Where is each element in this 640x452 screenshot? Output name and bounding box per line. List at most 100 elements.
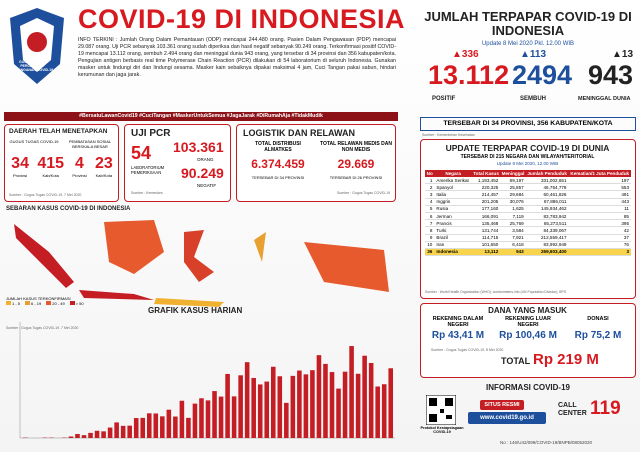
- table-cell: 331,002,651: [525, 177, 569, 185]
- table-cell: 84,339,067: [525, 226, 569, 235]
- subtitle: TERSEBAR DI 215 NEGARA DAN WILAYAH/TERIT…: [460, 154, 595, 160]
- label: MENINGGAL DUNIA: [578, 96, 631, 102]
- qr-code: [426, 395, 456, 425]
- table-cell: 67,886,011: [525, 198, 569, 206]
- legend-item: 6 - 19: [25, 301, 41, 306]
- legend-label: 1 - 5: [12, 301, 21, 306]
- footer: No : 146/U42/099/COVID-19/BNPB/08052020: [500, 440, 593, 445]
- funds-box: DANA YANG MASUK REKENING DALAM NEGERI Rp …: [420, 303, 636, 378]
- label: POSITIF: [432, 96, 456, 102]
- regions-values: 34 Provinsi 415 Kab/Kota 4 Provinsi 23 Kab/Kota: [7, 155, 117, 185]
- table-cell: 3: [568, 248, 631, 257]
- label: TERSEBAR DI 26 PROVINSI: [329, 175, 383, 180]
- legend-item: > 50: [69, 301, 84, 306]
- bar: [179, 400, 185, 438]
- fund-item: REKENING DALAM NEGERI Rp 43,41 M: [424, 316, 492, 341]
- update: Update 8 Mei 2020 Pkl. 12.00 WIB: [481, 41, 575, 47]
- source: Sumber : Gugus Tugas COVID-19: [337, 191, 391, 195]
- bar: [133, 418, 139, 438]
- bar: [160, 416, 165, 438]
- table-cell: Jerman: [434, 212, 472, 221]
- column-header: Kematian/1 Juta Penduduk: [568, 170, 631, 177]
- table-row: 10 Iran 101,650 6,418 83,992,949 76: [425, 241, 631, 249]
- table-cell: 37: [568, 234, 631, 242]
- label: SEMBUH: [520, 96, 547, 102]
- table-cell: 2: [425, 183, 435, 192]
- table-cell: 3,584: [500, 226, 526, 235]
- call-number: 119: [590, 398, 621, 419]
- table-row: 3 Italia 214,457 29,684 60,461,826 491: [425, 190, 631, 199]
- bar: [310, 370, 315, 438]
- bar: [342, 371, 348, 438]
- table-cell: Spanyol: [434, 183, 472, 192]
- source: Sumber : Gugus Tugas COVID-19, 8 Mei 202…: [431, 348, 504, 352]
- world-box: UPDATE TERPAPAR COVID-19 DI DUNIA TERSEB…: [420, 139, 636, 299]
- fund-label: DONASI: [587, 316, 609, 322]
- legend-item: 20 - 49: [46, 301, 65, 306]
- table-row: 36 Indonesia 13,112 943 269,603,400 3: [425, 248, 631, 257]
- column-header: Jumlah Penduduk: [525, 170, 569, 177]
- table-cell: 8: [425, 226, 435, 235]
- source: Sumber : Gugus Tugas COVID-19, 7 Mei 202…: [6, 326, 79, 330]
- hashtags: #BersatuLawanCovid19 #CuciTangan #Masker…: [4, 112, 398, 121]
- value: 6.374.459: [251, 157, 305, 171]
- bar: [114, 422, 119, 438]
- bar: [303, 374, 309, 438]
- table-cell: 943: [500, 248, 526, 257]
- label: ORANG: [197, 157, 214, 162]
- value: 90.249: [181, 165, 224, 181]
- table-cell: 131,744: [471, 226, 501, 235]
- bar: [264, 381, 270, 438]
- qr-label: Protokol Kesiapsiagaan COVID-19: [420, 426, 464, 434]
- table-cell: Prancis: [434, 219, 472, 228]
- table-cell: 491: [568, 190, 631, 199]
- table-row: 2 Spanyol 220,325 25,857 46,754,778 553: [425, 183, 631, 192]
- legend-swatch: [25, 301, 31, 305]
- bar: [107, 427, 113, 438]
- table-cell: 83,992,949: [525, 241, 569, 249]
- bar: [355, 373, 361, 438]
- column-header: Total Kasus: [471, 170, 501, 177]
- table-cell: 11: [568, 205, 631, 213]
- column-header: No: [425, 170, 435, 177]
- new-deaths: ▲13: [612, 49, 634, 60]
- table-cell: Brazil: [434, 234, 472, 242]
- table-cell: 443: [568, 198, 631, 206]
- table-cell: 101,650: [471, 241, 501, 249]
- label: TOTAL DISTRIBUSI ALMATKES: [255, 141, 301, 153]
- table-cell: 177,160: [471, 205, 501, 213]
- logistics-title: LOGISTIK DAN RELAWAN: [243, 128, 355, 138]
- table-cell: 214,457: [471, 190, 501, 199]
- label: NEGATIF: [197, 183, 217, 188]
- bar: [238, 375, 243, 438]
- fund-label: REKENING LUAR NEGERI: [505, 316, 551, 328]
- table-cell: 7,119: [500, 212, 526, 221]
- unit: Kab/Kota: [42, 173, 59, 178]
- table-cell: 1,193,452: [471, 177, 501, 185]
- table-cell: Amerika Serikat: [434, 177, 472, 185]
- bar: [297, 370, 302, 438]
- pcr-box: UJI PCR 54 LABORATORIUM PEMERIKSAAN 103.…: [124, 124, 231, 202]
- table-cell: 5: [425, 205, 435, 213]
- table-cell: 42: [568, 226, 631, 235]
- table-cell: 83,783,942: [525, 212, 569, 221]
- fund-label: REKENING DALAM NEGERI: [432, 316, 484, 328]
- table-cell: 3: [425, 190, 435, 199]
- unit: Provinsi: [12, 173, 28, 178]
- table-cell: 114,715: [471, 234, 501, 242]
- bar: [75, 434, 80, 438]
- table-cell: 85: [568, 212, 631, 221]
- table-cell: Inggris: [434, 198, 472, 206]
- source: Sumber : Kemenkes: [131, 191, 163, 195]
- bar: [388, 368, 394, 438]
- region-item: 415 Kab/Kota: [37, 155, 64, 185]
- table-row: 9 Brazil 114,715 7,921 212,559,417 37: [425, 234, 631, 242]
- bar: [88, 432, 93, 438]
- region-item: 34 Provinsi: [11, 155, 29, 185]
- info-title: INFORMASI COVID-19: [485, 383, 570, 392]
- table-header: No Negara Total Kasus Meninggal Jumlah Pendu…: [425, 170, 631, 177]
- label: LABORATORIUM PEMERIKSAAN: [131, 165, 165, 175]
- table-cell: 7,921: [500, 234, 526, 242]
- table-cell: Rusia: [434, 205, 472, 213]
- map-legend: JUMLAH KASUS TERKONFIRMASI 1 - 5 6 - 19 20…: [6, 296, 89, 306]
